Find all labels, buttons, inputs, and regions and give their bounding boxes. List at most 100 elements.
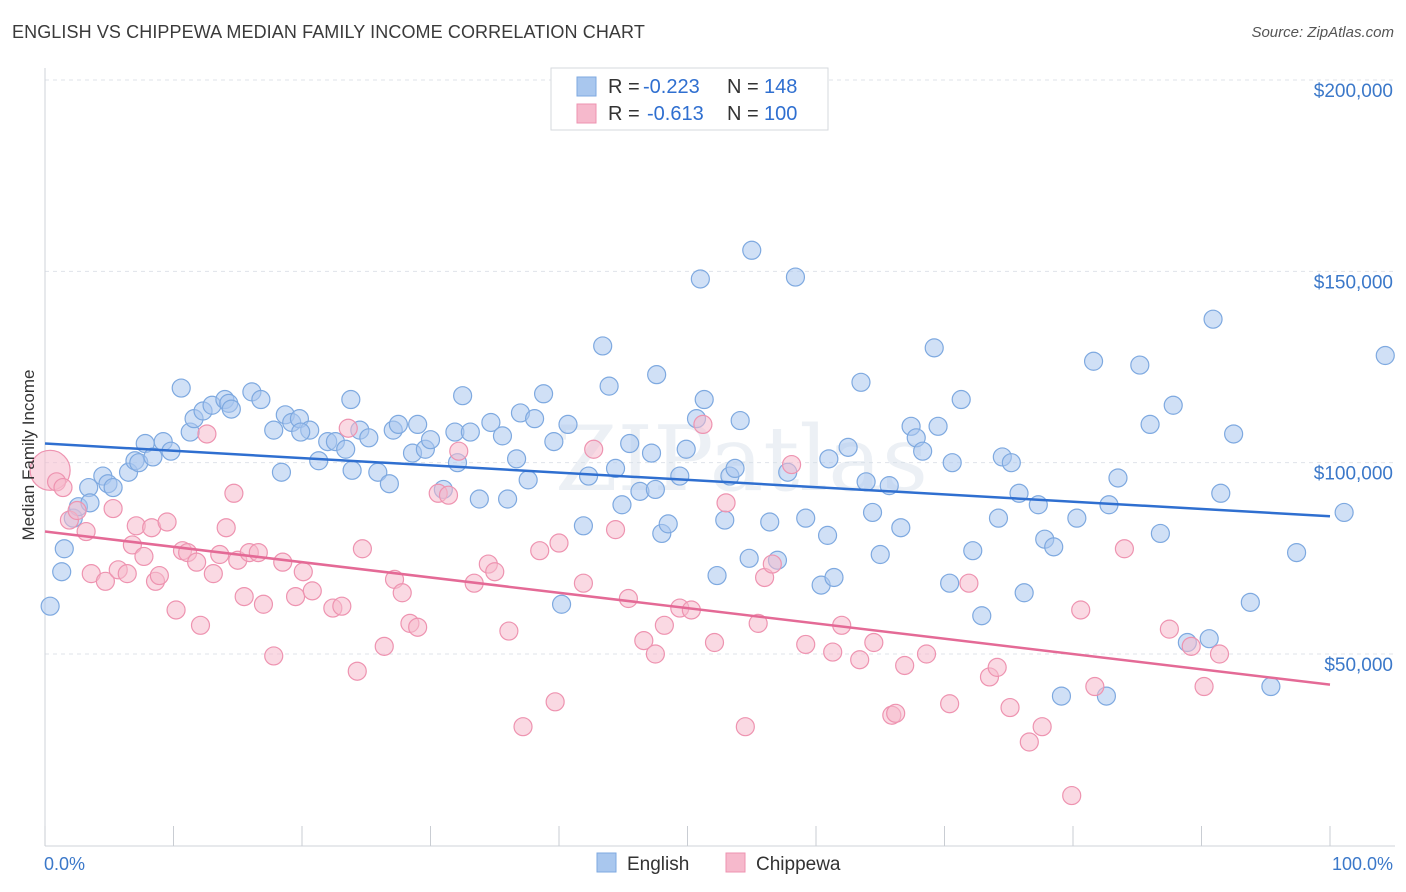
- english-point: [291, 422, 311, 442]
- english-point: [641, 443, 662, 463]
- english-point: [506, 449, 527, 469]
- chippewa-point: [530, 541, 550, 561]
- chippewa-point: [940, 694, 960, 714]
- english-point: [420, 430, 441, 450]
- chippewa-point: [1209, 644, 1230, 664]
- chippewa-point: [634, 631, 654, 651]
- chippewa-point: [796, 634, 816, 655]
- english-point: [1044, 537, 1064, 557]
- english-point: [1001, 453, 1021, 473]
- chippewa-point: [654, 615, 674, 635]
- english-point: [551, 594, 572, 614]
- english-point: [670, 466, 690, 486]
- chippewa-point: [285, 586, 306, 607]
- english-point: [694, 389, 714, 410]
- y-tick-label: $50,000: [1324, 655, 1393, 676]
- english-point: [1130, 355, 1150, 375]
- y-tick-label: $150,000: [1314, 272, 1393, 293]
- english-point: [1211, 483, 1231, 503]
- english-point: [963, 541, 983, 561]
- english-point: [388, 414, 408, 434]
- chippewa-n-label: N =: [727, 103, 759, 125]
- english-point: [928, 416, 948, 436]
- english-point: [460, 422, 480, 442]
- chippewa-point: [53, 477, 73, 498]
- english-point: [715, 510, 735, 530]
- chippewa-point: [618, 588, 638, 609]
- chippewa-point: [408, 617, 428, 637]
- english-point: [1224, 424, 1244, 444]
- english-point: [1067, 508, 1087, 528]
- english-point: [785, 267, 806, 287]
- english-point: [870, 544, 890, 565]
- english-point: [524, 409, 545, 429]
- english-point: [469, 489, 489, 509]
- chippewa-point: [513, 717, 533, 737]
- english-point: [856, 472, 876, 492]
- english-point: [54, 539, 74, 559]
- english-trend-line: [44, 442, 1331, 518]
- chippewa-point: [1085, 676, 1105, 697]
- chippewa-point: [850, 650, 870, 670]
- legend-chippewa-swatch: [725, 852, 746, 873]
- english-point: [573, 516, 594, 536]
- chippewa-point: [584, 439, 604, 459]
- axes-layer: $50,000 $100,000 $150,000 $200,000 0.0% 100.0…: [44, 68, 1395, 874]
- english-point: [739, 548, 759, 568]
- y-tick-label: $200,000: [1314, 81, 1393, 102]
- english-point: [379, 474, 399, 494]
- chippewa-point: [693, 414, 713, 434]
- legend-english-swatch: [596, 852, 617, 873]
- english-point: [725, 458, 745, 479]
- english-point: [658, 514, 678, 534]
- chippewa-point: [781, 454, 802, 475]
- english-point: [742, 240, 762, 260]
- chippewa-point: [149, 565, 169, 586]
- english-point: [336, 439, 356, 459]
- english-point: [676, 439, 696, 459]
- chippewa-point: [485, 562, 505, 582]
- chippewa-point: [67, 500, 87, 521]
- chippewa-legend-swatch: [576, 103, 597, 124]
- chippewa-point: [1062, 785, 1082, 806]
- english-point: [1163, 395, 1183, 415]
- chippewa-point: [203, 564, 223, 584]
- english-point: [498, 489, 518, 509]
- english-point: [171, 378, 191, 398]
- chippewa-point: [748, 613, 768, 633]
- chippewa-point: [273, 552, 293, 572]
- english-point: [578, 466, 599, 486]
- english-point: [940, 573, 960, 593]
- chippewa-point: [166, 600, 186, 620]
- english-point: [558, 414, 578, 434]
- english-point: [481, 412, 501, 433]
- english-point: [1083, 351, 1104, 371]
- points-layer: [29, 240, 1395, 806]
- english-point: [251, 389, 271, 410]
- chippewa-point: [234, 586, 254, 607]
- english-r-value: -0.223: [643, 76, 700, 98]
- chippewa-point: [1181, 636, 1201, 656]
- chippewa-point: [264, 646, 284, 666]
- legend-english-label: English: [627, 854, 689, 875]
- chippewa-point: [224, 483, 244, 503]
- chippewa-point: [374, 636, 394, 656]
- chippewa-point: [1000, 697, 1020, 718]
- chippewa-point: [187, 552, 207, 572]
- english-point: [1199, 629, 1219, 649]
- chippewa-point: [916, 644, 937, 664]
- english-point: [824, 567, 844, 588]
- chippewa-point: [95, 571, 115, 591]
- english-point: [309, 451, 329, 471]
- chippewa-point: [735, 717, 755, 737]
- chippewa-point: [886, 703, 906, 723]
- chippewa-trend-line: [44, 530, 1331, 686]
- chart-source: Source: ZipAtlas.com: [1251, 24, 1394, 41]
- chippewa-point: [499, 621, 519, 641]
- chippewa-point: [864, 632, 884, 653]
- english-point: [851, 372, 871, 392]
- chippewa-point: [347, 661, 367, 681]
- legend-chippewa-label: Chippewa: [756, 854, 841, 875]
- chippewa-point: [210, 544, 230, 565]
